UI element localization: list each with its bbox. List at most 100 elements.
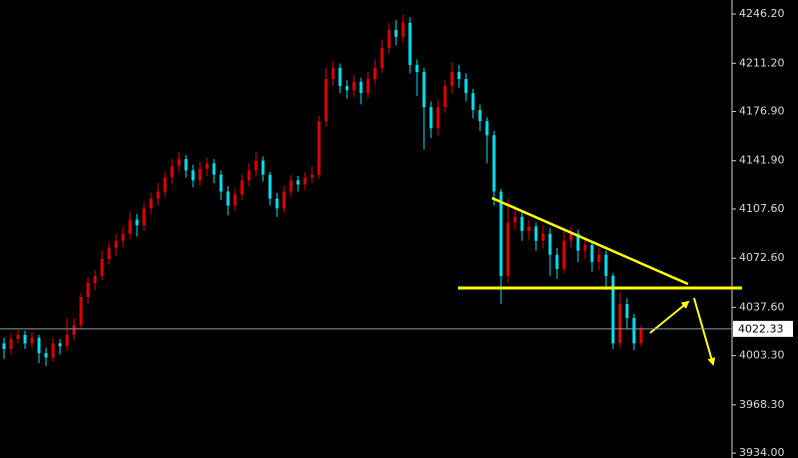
candle-body <box>534 226 538 241</box>
candle-body <box>324 79 328 122</box>
candle-body <box>275 198 279 209</box>
candle-body <box>37 337 41 354</box>
candle-body <box>16 334 20 340</box>
candle-body <box>450 71 454 87</box>
candle-body <box>310 174 314 178</box>
candle-body <box>639 329 643 344</box>
candle-body <box>65 334 69 347</box>
candle-body <box>541 233 545 241</box>
candle-body <box>499 191 503 276</box>
candle-body <box>604 254 608 276</box>
candle-body <box>170 166 174 178</box>
candle-body <box>527 226 531 231</box>
candle-body <box>625 304 629 319</box>
candle-body <box>464 79 468 94</box>
last-price-box <box>733 320 793 337</box>
candle-body <box>485 121 489 136</box>
candle-body <box>226 191 230 206</box>
candle-body <box>233 194 237 206</box>
arrow-up <box>649 300 690 334</box>
candle-body <box>436 107 440 129</box>
candle-body <box>457 71 461 80</box>
candle-body <box>366 79 370 94</box>
candle-body <box>128 219 132 234</box>
y-tick-label: 4246.20 <box>739 7 785 20</box>
candle-body <box>492 135 496 192</box>
candle-body <box>191 170 195 181</box>
candle-body <box>79 296 83 326</box>
candle-body <box>345 86 349 91</box>
candle-body <box>9 339 13 350</box>
candle-body <box>261 160 265 175</box>
candle-body <box>30 337 34 344</box>
candle-body <box>611 275 615 344</box>
candle-body <box>562 240 566 269</box>
candle-body <box>618 304 622 344</box>
candle-body <box>632 318 636 344</box>
candle-body <box>23 334 27 344</box>
candle-body <box>177 159 181 167</box>
candle-body <box>107 247 111 260</box>
candle-body <box>44 353 48 358</box>
candle-body <box>331 67 335 80</box>
candle-body <box>352 81 356 91</box>
candle-body <box>429 107 433 129</box>
candle-body <box>478 109 482 122</box>
candle-body <box>555 254 559 269</box>
candle-body <box>114 240 118 248</box>
candle-body <box>359 81 363 94</box>
candle-body <box>443 86 447 108</box>
candle-body <box>415 64 419 72</box>
y-tick-label: 4072.60 <box>739 251 785 264</box>
candle-body <box>156 191 160 199</box>
candle-body <box>317 121 321 175</box>
y-tick-label: 3968.30 <box>739 398 785 411</box>
last-price-label: 4022.33 <box>738 322 784 335</box>
arrow-down <box>693 297 716 366</box>
candle-body <box>387 29 391 49</box>
candle-body <box>513 216 517 223</box>
candle-body <box>569 233 573 241</box>
candle-body <box>205 163 209 170</box>
candle-body <box>471 93 475 110</box>
candle-body <box>576 233 580 251</box>
y-tick-label: 4107.60 <box>739 202 785 215</box>
candle-body <box>184 159 188 171</box>
trend-line <box>491 196 689 286</box>
candle-body <box>163 177 167 192</box>
candle-body <box>380 48 384 68</box>
y-tick-label: 4003.30 <box>739 349 785 362</box>
candle-body <box>289 180 293 192</box>
candle-body <box>93 275 97 283</box>
candle-body <box>338 67 342 87</box>
candle-body <box>282 191 286 209</box>
y-tick-label: 4176.90 <box>739 105 785 118</box>
candle-body <box>373 67 377 80</box>
candle-body <box>219 174 223 192</box>
candle-body <box>135 219 139 226</box>
candle-body <box>212 163 216 175</box>
candle-body <box>506 222 510 276</box>
candle-body <box>58 343 62 347</box>
candle-body <box>597 254 601 262</box>
candle-body <box>303 177 307 185</box>
axis-labels: 4246.20 4211.20 4176.90 4141.90 4107.60 4072.… <box>0 7 793 458</box>
y-tick-label: 4141.90 <box>739 154 785 167</box>
y-tick-label: 3934.00 <box>739 446 785 458</box>
candle-body <box>583 244 587 251</box>
candle-body <box>51 343 55 358</box>
candle-body <box>2 343 6 350</box>
candle-body <box>121 233 125 241</box>
candles <box>2 14 643 366</box>
candle-body <box>86 282 90 297</box>
candle-body <box>408 22 412 65</box>
candle-body <box>254 160 258 171</box>
candle-body <box>520 216 524 231</box>
candle-body <box>548 233 552 255</box>
candle-body <box>401 22 405 37</box>
y-tick-label: 4211.20 <box>739 56 785 69</box>
candle-body <box>100 259 104 276</box>
candle-body <box>142 208 146 226</box>
